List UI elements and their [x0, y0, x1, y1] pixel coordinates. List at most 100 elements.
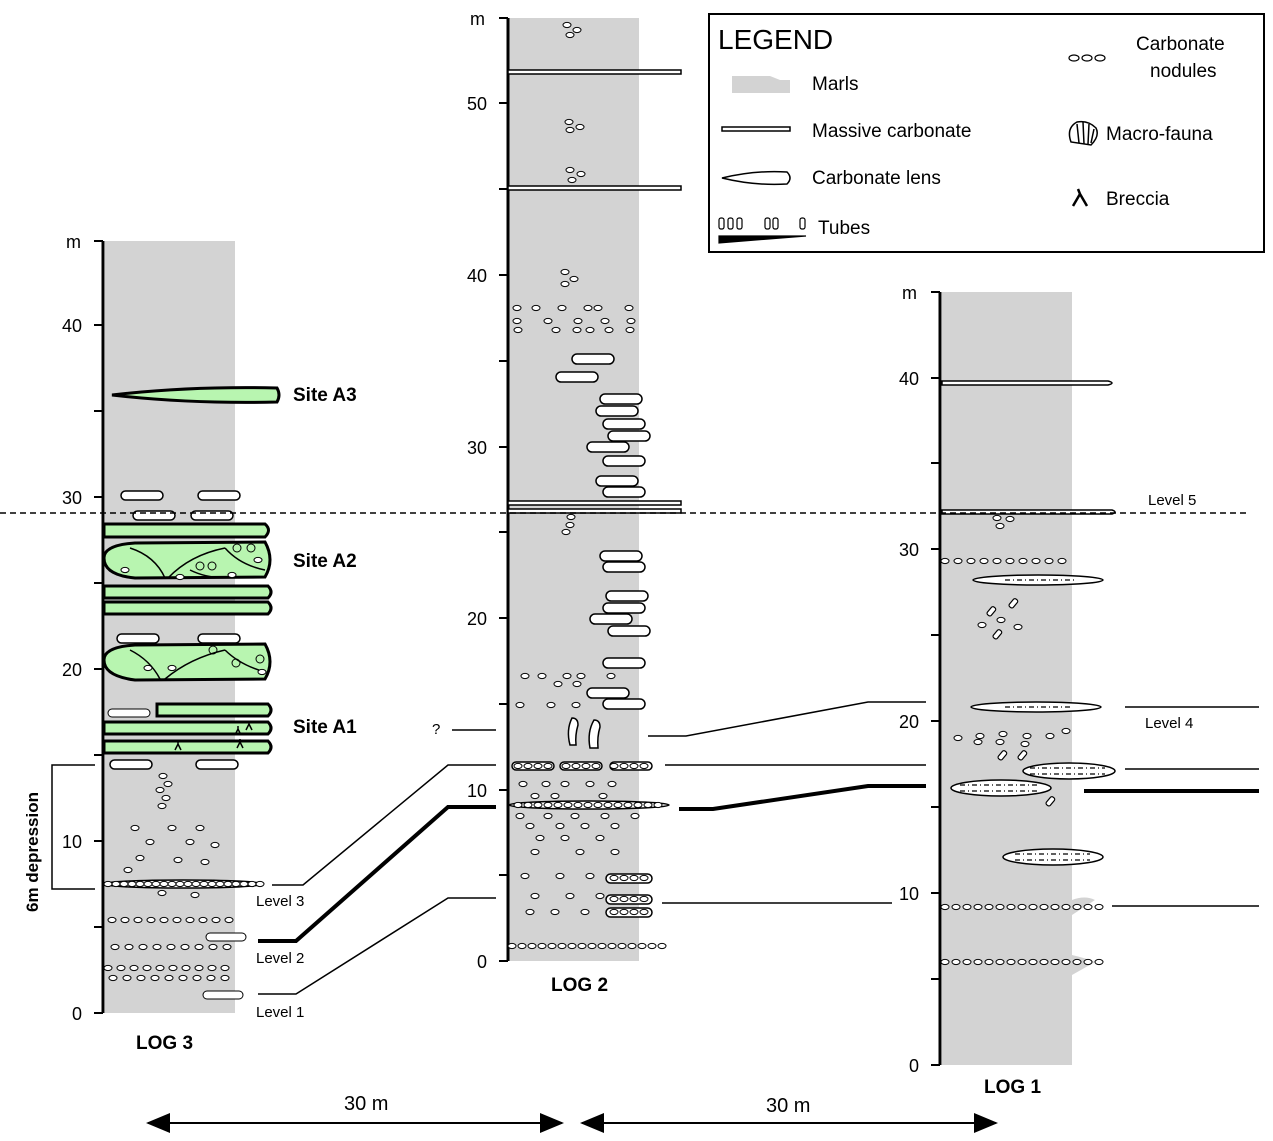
nodule	[150, 974, 160, 982]
nodule	[557, 942, 567, 950]
nodule	[573, 801, 583, 809]
nodule	[167, 824, 177, 832]
nodule	[551, 326, 561, 334]
log1-lens-dashes	[960, 579, 1105, 861]
nodule	[181, 964, 191, 972]
nodule	[591, 762, 601, 770]
nodule	[152, 943, 162, 951]
nodule	[604, 326, 614, 334]
log2-tube-icons	[567, 717, 601, 749]
nodule	[257, 668, 267, 676]
nodule	[565, 31, 575, 39]
legend-tubes-icon	[718, 217, 807, 244]
nodule	[167, 664, 177, 672]
nodule	[962, 903, 972, 911]
level3-correlation	[272, 764, 496, 886]
log2-tick-50: 50	[467, 94, 487, 114]
log2-tick-40: 40	[467, 266, 487, 286]
nodule	[206, 974, 216, 982]
nodule	[120, 916, 130, 924]
log3-nodules	[103, 556, 267, 982]
nodule	[973, 903, 983, 911]
nodule	[639, 762, 649, 770]
nodule	[581, 762, 591, 770]
log3-ticks	[94, 240, 103, 1014]
log2: m 0 10 20 30 40 50 LOG 2	[432, 9, 682, 996]
nodule	[1031, 557, 1041, 565]
nodule	[130, 824, 140, 832]
nodule	[1006, 958, 1016, 966]
nodule	[575, 848, 585, 856]
nodule	[998, 730, 1008, 738]
nodule	[619, 874, 629, 882]
nodule	[527, 942, 537, 950]
log3-tick-10: 10	[62, 832, 82, 852]
nodule	[1061, 958, 1071, 966]
nodule	[120, 566, 130, 574]
nodule	[1028, 903, 1038, 911]
nodule	[168, 964, 178, 972]
nodule	[159, 880, 169, 888]
log1-tick-20: 20	[899, 712, 919, 732]
nodule	[627, 942, 637, 950]
nodule	[643, 801, 653, 809]
log2-tick-0: 0	[477, 952, 487, 972]
nodule	[163, 780, 173, 788]
nodule	[619, 908, 629, 916]
log3-marl-column	[105, 241, 235, 1013]
nodule	[647, 942, 657, 950]
nodule	[570, 812, 580, 820]
nodule	[598, 792, 608, 800]
log3-lens-small-1	[107, 708, 151, 718]
nodule	[111, 880, 121, 888]
level2-correlation	[258, 805, 496, 943]
nodule	[610, 848, 620, 856]
nodule	[583, 801, 593, 809]
nodule	[613, 801, 623, 809]
log1-tick-10: 10	[899, 884, 919, 904]
nodule	[173, 856, 183, 864]
log3-macrofauna-icons	[195, 543, 265, 668]
nodule	[183, 880, 193, 888]
nodule	[175, 880, 185, 888]
nodule	[146, 916, 156, 924]
site-a3-label: Site A3	[293, 385, 357, 406]
nodule	[553, 801, 563, 809]
nodule	[609, 762, 619, 770]
log1-carbonate-lenses	[950, 574, 1116, 866]
nodule	[535, 834, 545, 842]
nodule	[1022, 732, 1032, 740]
nodule	[951, 958, 961, 966]
nodule	[520, 672, 530, 680]
nodule	[155, 964, 165, 972]
legend: LEGEND Marls Massive carbonate Carbonate…	[708, 13, 1265, 253]
nodule	[560, 268, 570, 276]
nodule	[600, 317, 610, 325]
nodule	[1050, 958, 1060, 966]
nodule	[995, 738, 1005, 746]
nodule	[995, 522, 1005, 530]
nodule	[533, 762, 543, 770]
nodule	[155, 786, 165, 794]
question-correlation-right	[648, 701, 926, 737]
log3-tick-20: 20	[62, 660, 82, 680]
nodule	[543, 812, 553, 820]
nodule	[973, 738, 983, 746]
level2-log2-log1	[679, 784, 926, 811]
log3-lens-small-3	[202, 990, 244, 1000]
nodule	[220, 974, 230, 982]
nodule	[975, 732, 985, 740]
nodule	[572, 680, 582, 688]
nodule	[565, 166, 575, 174]
nodule	[607, 942, 617, 950]
nodule	[940, 903, 950, 911]
nodule	[1006, 903, 1016, 911]
nodule	[133, 916, 143, 924]
nodule	[138, 943, 148, 951]
nodule	[224, 916, 234, 924]
nodule	[619, 895, 629, 903]
nodule	[143, 664, 153, 672]
nodule	[525, 822, 535, 830]
log1-tick-40: 40	[899, 369, 919, 389]
